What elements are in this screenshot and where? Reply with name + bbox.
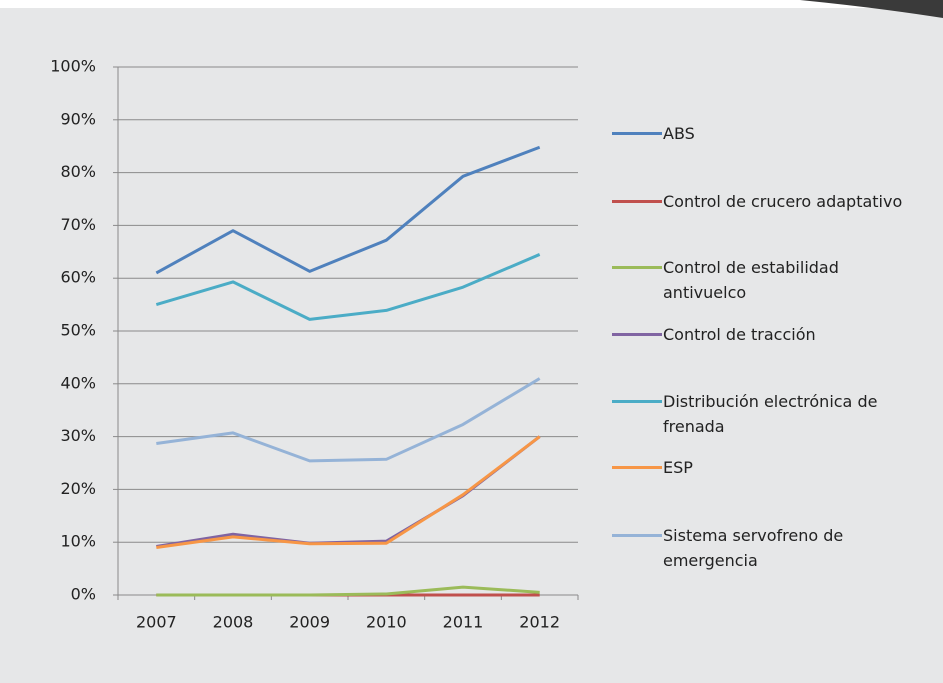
x-tick-label: 2011: [443, 613, 484, 632]
legend-swatch: [612, 400, 662, 403]
y-tick-label: 60%: [60, 268, 96, 287]
x-tick-label: 2008: [213, 613, 254, 632]
legend-label: Control de crucero adaptativo: [663, 189, 903, 214]
y-tick-label: 30%: [60, 426, 96, 445]
legend-swatch: [612, 266, 662, 269]
page: 0% 10% 20% 30% 40% 50% 60% 70% 80% 90% 100% 2007 200…: [0, 0, 943, 683]
legend-label: Control de estabilidad antivuelco: [663, 255, 903, 305]
legend-swatch: [612, 534, 662, 537]
x-tick-label: 2009: [289, 613, 330, 632]
legend-label: Control de tracción: [663, 322, 903, 347]
legend-swatch: [612, 333, 662, 336]
legend-swatch: [612, 132, 662, 135]
legend-label: ESP: [663, 455, 903, 480]
legend-label: Distribución electrónica de frenada: [663, 389, 903, 439]
legend-label: ABS: [663, 121, 903, 146]
y-tick-label: 40%: [60, 373, 96, 392]
y-tick-label: 70%: [60, 215, 96, 234]
y-tick-label: 10%: [60, 532, 96, 551]
y-tick-label: 50%: [60, 321, 96, 340]
y-tick-label: 20%: [60, 479, 96, 498]
y-tick-label: 90%: [60, 109, 96, 128]
y-tick-label: 100%: [50, 57, 96, 76]
x-tick-label: 2007: [136, 613, 177, 632]
legend-swatch: [612, 200, 662, 203]
legend-swatch: [612, 466, 662, 469]
x-tick-label: 2012: [519, 613, 560, 632]
y-tick-label: 0%: [71, 585, 96, 604]
legend-label: Sistema servofreno de emergencia: [663, 523, 903, 573]
x-tick-label: 2010: [366, 613, 407, 632]
y-tick-label: 80%: [60, 162, 96, 181]
